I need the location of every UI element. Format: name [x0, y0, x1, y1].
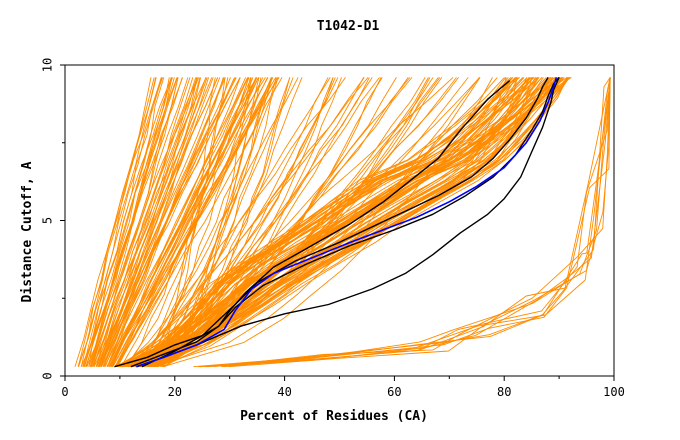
model-curve — [131, 77, 480, 368]
model-curve — [82, 77, 174, 367]
model-curve — [118, 77, 568, 368]
x-tick-label: 20 — [168, 385, 182, 399]
model-curve — [83, 77, 163, 367]
model-curve — [138, 77, 229, 367]
model-curve — [142, 77, 299, 367]
model-curve — [77, 77, 157, 367]
model-curve — [118, 77, 513, 368]
axes: 0 20 40 60 80 100 0 5 10 — [41, 58, 625, 399]
model-curve — [106, 77, 237, 367]
model-curve — [128, 77, 409, 368]
model-curve — [122, 77, 346, 368]
model-curve — [95, 77, 207, 367]
model-curve — [140, 77, 273, 368]
model-curve — [224, 77, 611, 368]
model-curve — [156, 77, 426, 368]
model-curve — [92, 77, 198, 367]
y-axis-title: Distance Cutoff, A — [20, 161, 35, 302]
model-curve — [131, 77, 274, 367]
model-curve — [134, 77, 533, 368]
model-curve — [78, 77, 162, 367]
x-axis-title: Percent of Residues (CA) — [240, 409, 428, 424]
model-curve — [90, 77, 178, 367]
model-curve — [148, 77, 561, 368]
model-curve — [197, 77, 611, 368]
model-curve — [97, 77, 198, 367]
model-curve — [129, 77, 531, 368]
model-curve — [130, 77, 534, 368]
model-curve — [221, 77, 611, 368]
model-curve — [104, 77, 249, 367]
model-curve — [100, 77, 226, 367]
model-curve — [98, 77, 208, 367]
model-curve — [150, 77, 558, 368]
model-curve — [111, 77, 259, 367]
model-curve — [148, 77, 563, 368]
model-curve — [109, 77, 269, 367]
series-line-3 — [130, 76, 560, 368]
model-curve — [90, 77, 183, 367]
model-curve — [112, 77, 264, 367]
x-tick-label: 40 — [277, 385, 291, 399]
model-curve — [136, 77, 538, 368]
model-curve — [93, 77, 201, 367]
model-curve — [127, 77, 250, 367]
y-tick-label: 10 — [41, 58, 55, 72]
series-line-2 — [141, 77, 549, 368]
model-curve — [125, 77, 250, 367]
series-line-5 — [136, 77, 558, 368]
model-curve — [120, 77, 518, 368]
model-curve — [139, 77, 540, 368]
model-curve — [77, 77, 152, 367]
x-tick-label: 100 — [603, 385, 625, 399]
model-curve — [84, 77, 173, 367]
model-curve — [122, 77, 553, 368]
chart-title: T1042-D1 — [317, 19, 380, 34]
highlighted-curves — [114, 76, 560, 368]
model-curve — [100, 77, 214, 367]
x-tick-label: 80 — [497, 385, 511, 399]
model-curve — [200, 77, 611, 368]
model-curve — [205, 77, 611, 368]
model-curve — [130, 77, 537, 368]
model-curve — [127, 77, 509, 368]
model-curve — [115, 77, 525, 368]
model-curve — [131, 77, 564, 368]
model-curve — [92, 77, 199, 367]
model-curve — [228, 77, 611, 368]
model-curve — [80, 77, 155, 367]
x-tick-label: 60 — [387, 385, 401, 399]
y-tick-label: 0 — [41, 372, 55, 379]
model-curve — [109, 77, 258, 367]
model-curve — [89, 77, 178, 367]
x-tick-label: 0 — [61, 385, 68, 399]
model-curve — [127, 77, 507, 368]
model-curve — [98, 77, 202, 367]
series-line-1 — [114, 80, 511, 368]
model-curve — [151, 77, 514, 368]
model-curve — [193, 77, 611, 368]
series-line-4 — [136, 77, 560, 368]
y-tick-label: 5 — [41, 217, 55, 224]
model-curves — [74, 77, 611, 368]
